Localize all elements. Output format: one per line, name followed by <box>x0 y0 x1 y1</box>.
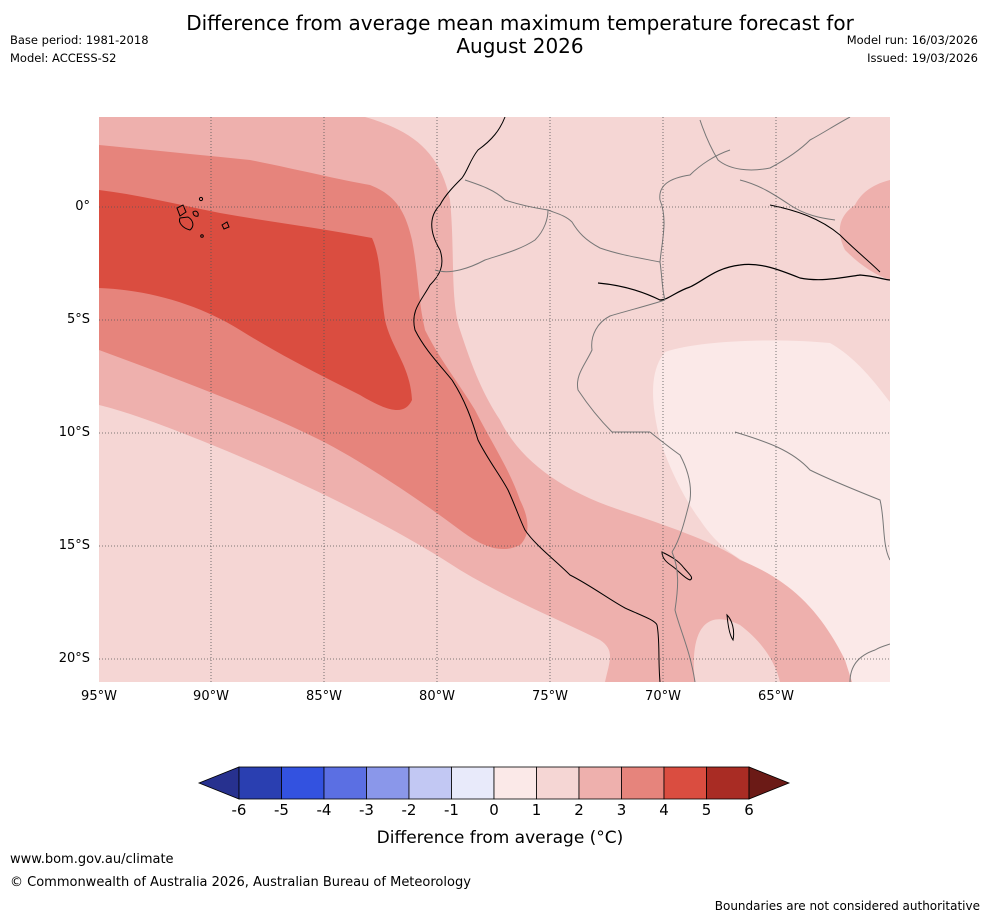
lat-label-10s: 10°S <box>58 425 90 440</box>
colorbar-extend-high <box>748 766 791 800</box>
colorbar-tick-label: 3 <box>616 801 627 819</box>
lat-label-0: 0° <box>75 199 90 214</box>
lat-label-20s: 20°S <box>58 651 90 666</box>
colorbar-swatch <box>366 766 410 800</box>
lon-label-75w: 75°W <box>532 689 568 704</box>
footer-copyright: © Commonwealth of Australia 2026, Austra… <box>10 875 471 890</box>
meta-right: Model run: 16/03/2026 Issued: 19/03/2026 <box>847 31 978 67</box>
colorbar-title: Difference from average (°C) <box>376 828 624 848</box>
colorbar-swatch <box>323 766 367 800</box>
colorbar-tick-label: 6 <box>744 801 754 819</box>
colorbar-swatch <box>451 766 495 800</box>
colorbar-swatch <box>536 766 580 800</box>
colorbar-swatch <box>493 766 537 800</box>
colorbar-tick-label: -6 <box>231 801 247 819</box>
lon-label-65w: 65°W <box>758 689 794 704</box>
map-layers <box>99 117 890 682</box>
title-line-2: August 2026 <box>456 34 584 58</box>
footer-url: www.bom.gov.au/climate <box>10 852 174 867</box>
anomaly-4-5-band <box>99 190 412 411</box>
graticule <box>99 117 890 682</box>
colorbar <box>197 766 791 800</box>
amazon-river <box>597 263 890 301</box>
lon-label-80w: 80°W <box>419 689 455 704</box>
lake-titicaca <box>661 551 693 581</box>
lon-label-90w: 90°W <box>193 689 229 704</box>
colorbar-tick-label: -3 <box>359 801 374 819</box>
colorbar-swatch <box>663 766 707 800</box>
colorbar-tick-label: 2 <box>574 801 584 819</box>
colorbar-tick-label: 4 <box>659 801 669 819</box>
colorbar-tick-label: 0 <box>489 801 499 819</box>
colorbar-swatch <box>238 766 282 800</box>
colorbar-tick-label: -4 <box>316 801 332 819</box>
colorbar-tick-label: -2 <box>401 801 417 819</box>
colorbar-swatch <box>408 766 452 800</box>
colorbar-tick-label: 1 <box>531 801 542 819</box>
model-run: Model run: 16/03/2026 <box>846 33 978 47</box>
title-line-1: Difference from average mean maximum tem… <box>186 11 854 35</box>
meta-left: Base period: 1981-2018 Model: ACCESS-S2 <box>10 31 149 67</box>
lon-label-95w: 95°W <box>81 689 117 704</box>
colorbar-extend-low <box>197 766 240 800</box>
map-title: Difference from average mean maximum tem… <box>150 12 890 58</box>
colorbar-swatch <box>578 766 622 800</box>
issued-date: Issued: 19/03/2026 <box>867 51 978 65</box>
lat-label-5s: 5°S <box>66 312 90 327</box>
lon-label-85w: 85°W <box>306 689 342 704</box>
lon-label-70w: 70°W <box>645 689 681 704</box>
coastline-west <box>413 117 661 682</box>
colorbar-swatch <box>706 766 750 800</box>
colorbar-swatch <box>281 766 325 800</box>
lake-poopo <box>726 613 735 642</box>
galapagos-islands <box>176 196 230 238</box>
country-borders <box>434 117 890 682</box>
anomaly-0-1-band <box>653 340 890 682</box>
lat-label-15s: 15°S <box>58 538 90 553</box>
base-period: Base period: 1981-2018 <box>10 33 149 47</box>
rio-negro <box>769 204 881 273</box>
colorbar-tick-label: -1 <box>444 801 459 819</box>
colorbar-tick-label: 5 <box>701 801 712 819</box>
footer-note: Boundaries are not considered authoritat… <box>714 899 980 913</box>
model-name: Model: ACCESS-S2 <box>10 51 117 65</box>
anomaly-ne-patch <box>839 117 890 280</box>
colorbar-tick-label: -5 <box>274 801 289 819</box>
colorbar-swatch <box>621 766 665 800</box>
